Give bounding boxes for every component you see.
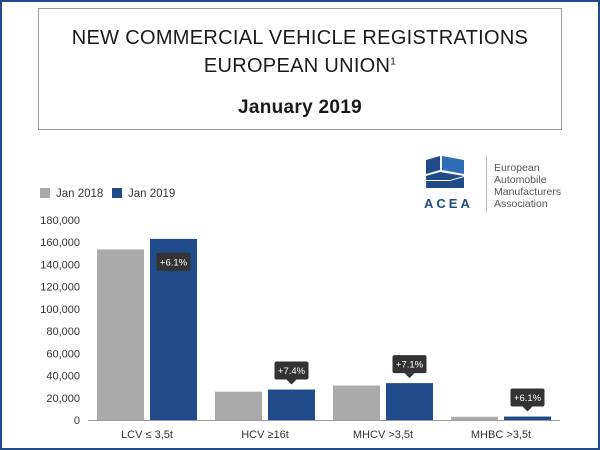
y-tick-label: 60,000 <box>46 348 80 360</box>
footnote-marker: 1 <box>390 56 397 68</box>
bar-jan-2019 <box>268 389 315 420</box>
x-category-label: HCV ≥16t <box>241 429 289 441</box>
change-callout-label: +7.1% <box>396 360 424 371</box>
acea-acronym: ACEA <box>424 196 473 211</box>
logo-divider <box>486 156 487 212</box>
legend-label: Jan 2019 <box>128 188 175 200</box>
change-callout-label: +7.4% <box>278 366 306 377</box>
chart-legend: Jan 2018 Jan 2019 <box>40 188 175 200</box>
legend-swatch <box>112 188 122 198</box>
y-tick-label: 160,000 <box>40 237 80 249</box>
y-tick-label: 80,000 <box>46 326 80 338</box>
chart-subtitle: January 2019 <box>237 97 363 118</box>
association-name: European Automobile Manufacturers Associ… <box>494 162 561 210</box>
y-axis: 0 20,000 40,000 60,000 80,000 100,000 120,000 1… <box>40 215 560 427</box>
association-name-line1: European <box>494 162 540 174</box>
x-category-label: MHBC >3,5t <box>471 429 531 441</box>
change-callout-label: +6.1% <box>160 257 188 268</box>
change-callout-pointer <box>404 373 415 379</box>
change-callouts: +6.1% +7.4% +7.1% +6.1% <box>156 252 545 412</box>
y-tick-label: 40,000 <box>46 371 80 383</box>
y-tick-label: 180,000 <box>40 215 80 227</box>
change-callout-pointer <box>286 379 297 385</box>
chart-title-line2: EUROPEAN UNION1 <box>39 55 561 78</box>
change-callout-box <box>274 361 309 380</box>
association-name-line3: Manufacturers <box>494 186 562 198</box>
bar-jan-2018 <box>451 416 498 420</box>
y-tick-label: 100,000 <box>40 304 80 316</box>
y-tick-label: 20,000 <box>46 393 80 405</box>
bar-jan-2018 <box>97 249 144 420</box>
change-callout-box <box>510 388 545 407</box>
y-tick-label: 120,000 <box>40 282 80 294</box>
chart-title-line2-text: EUROPEAN UNION <box>203 55 391 77</box>
bar-jan-2019 <box>504 416 551 420</box>
y-tick-label: 140,000 <box>40 259 80 271</box>
change-callout-pointer <box>522 406 533 412</box>
change-callout-box <box>156 252 191 271</box>
y-tick-label: 0 <box>74 415 80 427</box>
acea-logo-icon <box>426 156 464 188</box>
x-category-label: MHCV >3,5t <box>353 429 413 441</box>
bar-jan-2019 <box>386 383 433 420</box>
x-axis-labels: LCV ≤ 3,5t HCV ≥16t MHCV >3,5t MHBC >3,5t <box>121 429 531 441</box>
association-name-line2: Automobile <box>494 174 547 186</box>
chart-title-line1: NEW COMMERCIAL VEHICLE REGISTRATIONS <box>71 27 529 49</box>
x-category-label: LCV ≤ 3,5t <box>121 429 173 441</box>
change-callout-label: +6.1% <box>514 393 542 404</box>
title-box: NEW COMMERCIAL VEHICLE REGISTRATIONS EUR… <box>38 8 562 130</box>
bar-jan-2018 <box>215 391 262 420</box>
legend-swatch <box>40 188 50 198</box>
legend-label: Jan 2018 <box>56 188 103 200</box>
bar-jan-2018 <box>333 385 380 420</box>
change-callout-box <box>392 355 427 374</box>
association-name-line4: Association <box>494 198 548 210</box>
